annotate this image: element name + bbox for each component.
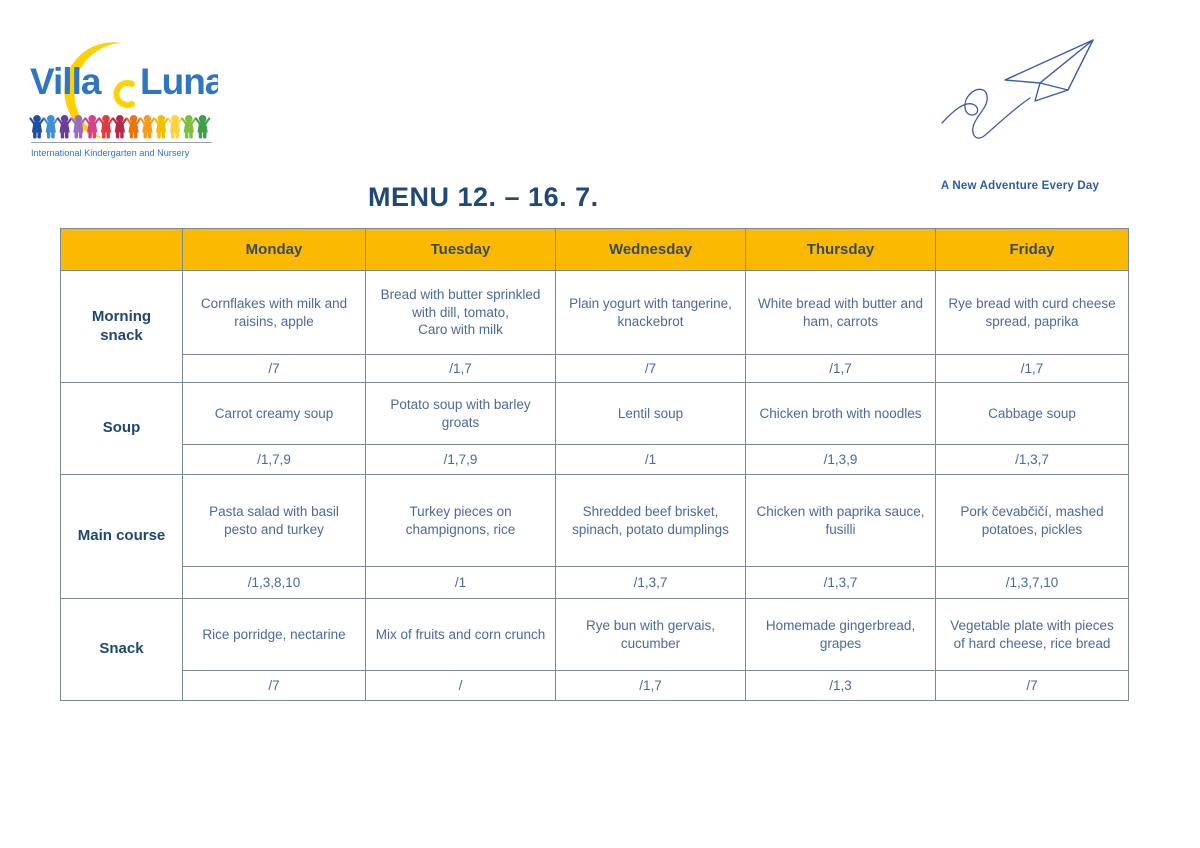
brand-word-villa: Villa — [30, 61, 102, 102]
row-label-snack: Snack — [60, 598, 183, 701]
menu-cell: Rice porridge, nectarine — [182, 598, 366, 671]
menu-cell: Plain yogurt with tangerine, knackebrot — [555, 270, 746, 355]
plane-trail — [941, 88, 1031, 139]
menu-cell: Chicken with paprika sauce, fusilli — [745, 474, 936, 567]
row-label-main-course: Main course — [60, 474, 183, 599]
allergen-cell: / — [365, 670, 556, 701]
allergen-cell: /1,3,7 — [935, 444, 1129, 475]
allergen-cell: /1,3,7 — [745, 566, 936, 599]
menu-cell: Chicken broth with noodles — [745, 382, 936, 445]
corner-cell — [60, 228, 183, 271]
menu-cell: Turkey pieces on champignons, rice — [365, 474, 556, 567]
allergen-cell: /7 — [182, 670, 366, 701]
allergen-cell: /1,3 — [745, 670, 936, 701]
allergen-row: /1,7,9 /1,7,9 /1 /1,3,9 /1,3,7 — [61, 444, 1129, 475]
allergen-cell: /1,3,9 — [745, 444, 936, 475]
allergen-cell: /1,7,9 — [182, 444, 366, 475]
paper-plane-icon — [941, 39, 1094, 139]
brand-word-luna: Luna — [140, 61, 218, 102]
day-header-row: Monday Tuesday Wednesday Thursday Friday — [60, 228, 1129, 271]
menu-cell: Cornflakes with milk and raisins, apple — [182, 270, 366, 355]
menu-cell: White bread with butter and ham, carrots — [745, 270, 936, 355]
menu-table: Monday Tuesday Wednesday Thursday Friday… — [60, 228, 1129, 701]
food-row: Main course Pasta salad with basil pesto… — [60, 474, 1129, 599]
menu-cell: Pasta salad with basil pesto and turkey — [182, 474, 366, 567]
allergen-cell: /7 — [935, 670, 1129, 701]
menu-cell: Lentil soup — [555, 382, 746, 445]
menu-cell: Potato soup with barley groats — [365, 382, 556, 445]
food-row: Soup Carrot creamy soup Potato soup with… — [60, 382, 1129, 475]
allergen-row: /7 /1,7 /7 /1,7 /1,7 — [61, 354, 1129, 383]
menu-cell: Pork čevabčičí, mashed potatoes, pickles — [935, 474, 1129, 567]
menu-cell: Bread with butter sprinkled with dill, t… — [365, 270, 556, 355]
children-figures-icon — [29, 114, 211, 140]
tagline-text: A New Adventure Every Day — [940, 180, 1100, 192]
allergen-cell: /1,7 — [935, 354, 1129, 383]
villa-luna-logo: Villa Luna — [29, 42, 218, 158]
menu-cell: Vegetable plate with pieces of hard chee… — [935, 598, 1129, 671]
menu-cell: Shredded beef brisket, spinach, potato d… — [555, 474, 746, 567]
allergen-row: /7 / /1,7 /1,3 /7 — [61, 670, 1129, 701]
day-header-friday: Friday — [935, 228, 1129, 271]
menu-cell: Cabbage soup — [935, 382, 1129, 445]
allergen-cell: /1 — [555, 444, 746, 475]
menu-cell: Rye bun with gervais, cucumber — [555, 598, 746, 671]
allergen-cell: /1,3,8,10 — [182, 566, 366, 599]
allergen-cell: /7 — [555, 354, 746, 383]
menu-cell: Homemade gingerbread, grapes — [745, 598, 936, 671]
logo-caption: International Kindergarten and Nursery — [31, 148, 190, 158]
allergen-cell: /1,7 — [555, 670, 746, 701]
allergen-cell: /1,7 — [365, 354, 556, 383]
allergen-cell: /1 — [365, 566, 556, 599]
allergen-cell: /7 — [182, 354, 366, 383]
menu-cell: Rye bread with curd cheese spread, papri… — [935, 270, 1129, 355]
allergen-cell: /1,3,7 — [555, 566, 746, 599]
allergen-cell: /1,7 — [745, 354, 936, 383]
allergen-cell: /1,7,9 — [365, 444, 556, 475]
row-label-soup: Soup — [60, 382, 183, 475]
day-header-monday: Monday — [182, 228, 366, 271]
menu-cell: Mix of fruits and corn crunch — [365, 598, 556, 671]
crescent-moon-icon — [64, 42, 135, 139]
allergen-cell: /1,3,7,10 — [935, 566, 1129, 599]
day-header-thursday: Thursday — [745, 228, 936, 271]
menu-cell: Carrot creamy soup — [182, 382, 366, 445]
day-header-tuesday: Tuesday — [365, 228, 556, 271]
day-header-wednesday: Wednesday — [555, 228, 746, 271]
food-row: Morning snack Cornflakes with milk and r… — [60, 270, 1129, 383]
row-label-morning-snack: Morning snack — [60, 270, 183, 383]
page-title: MENU 12. – 16. 7. — [368, 182, 599, 212]
food-row: Snack Rice porridge, nectarine Mix of fr… — [60, 598, 1129, 701]
allergen-row: /1,3,8,10 /1 /1,3,7 /1,3,7 /1,3,7,10 — [61, 566, 1129, 599]
